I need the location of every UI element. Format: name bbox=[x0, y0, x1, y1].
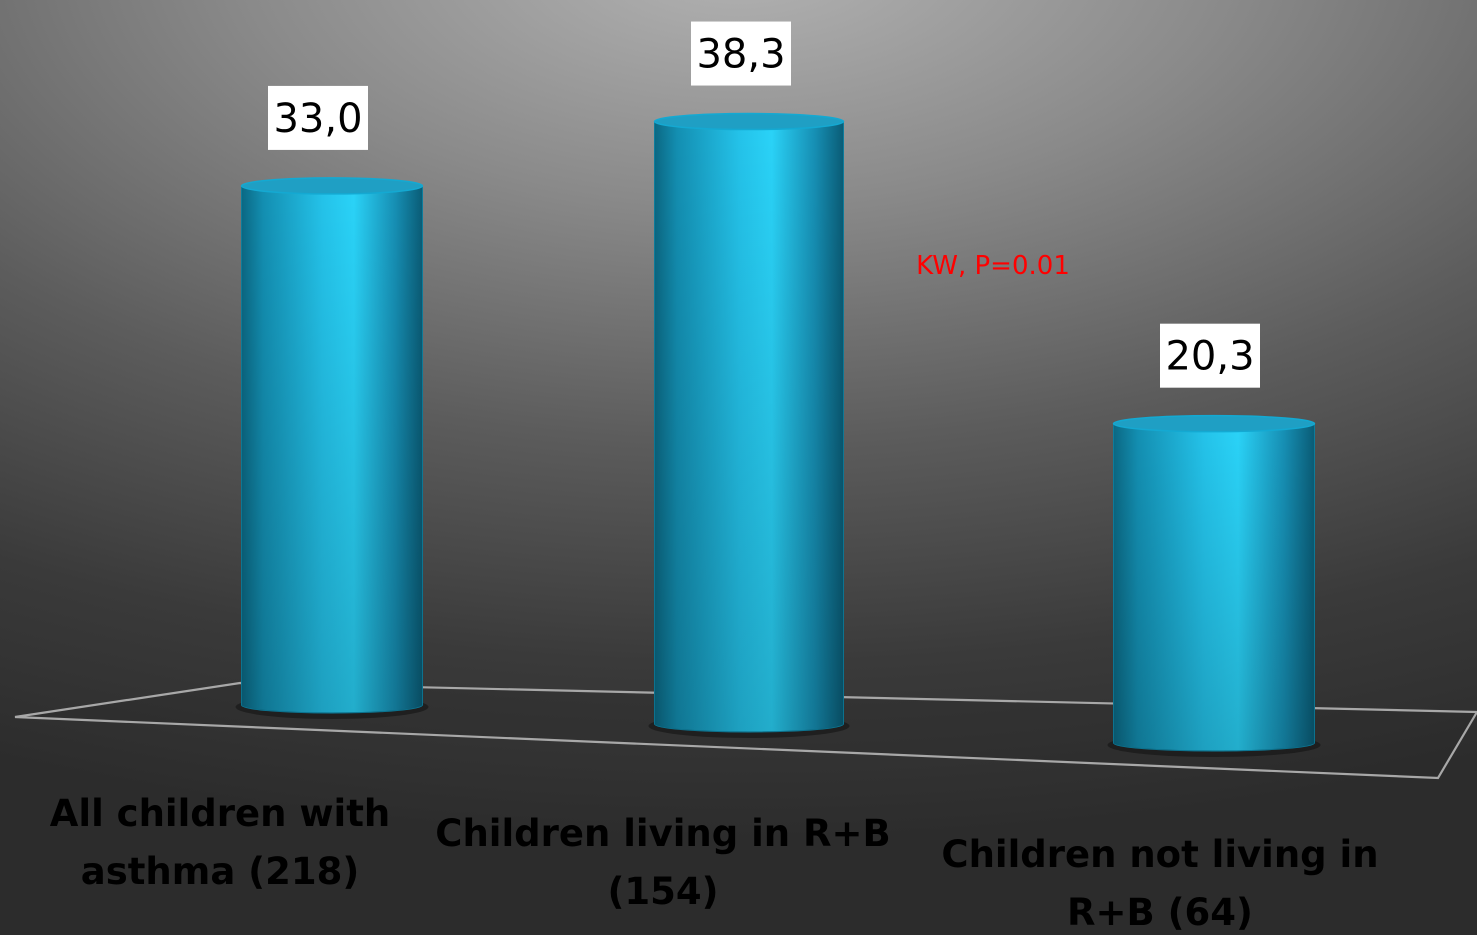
bar-top-cap bbox=[653, 112, 845, 131]
category-label-line: All children with bbox=[50, 792, 390, 835]
data-label-3: 20,3 bbox=[1160, 323, 1260, 388]
category-label-line: Children living in R+B bbox=[435, 812, 890, 855]
bar-top-cap bbox=[240, 177, 424, 195]
bar-depth-shade bbox=[654, 121, 844, 732]
category-labels-group: All children with asthma (218) Children li… bbox=[50, 792, 1379, 934]
data-label-text: 38,3 bbox=[696, 32, 785, 78]
data-label-1: 33,0 bbox=[268, 85, 368, 150]
category-label-line: Children not living in bbox=[941, 833, 1378, 876]
bar-3 bbox=[1107, 414, 1321, 757]
data-labels-group: 33,0 38,3 20,3 bbox=[268, 21, 1260, 388]
data-label-box bbox=[1160, 323, 1260, 388]
bars-group bbox=[235, 112, 1321, 757]
data-label-text: 20,3 bbox=[1165, 334, 1254, 380]
bar-1 bbox=[235, 177, 429, 719]
bar-top-cap bbox=[1112, 414, 1316, 433]
category-label-line: R+B (64) bbox=[1067, 891, 1253, 934]
data-label-box bbox=[268, 85, 368, 150]
category-label-3: Children not living in R+B (64) bbox=[941, 833, 1378, 934]
category-label-line: (154) bbox=[607, 870, 718, 913]
data-label-2: 38,3 bbox=[691, 21, 791, 86]
bar-2 bbox=[648, 112, 850, 738]
category-label-2: Children living in R+B (154) bbox=[435, 812, 890, 913]
bar-depth-shade bbox=[241, 185, 423, 713]
significance-annotation: KW, P=0.01 bbox=[916, 251, 1070, 281]
bar-depth-shade bbox=[1113, 423, 1315, 751]
data-label-text: 33,0 bbox=[273, 96, 362, 142]
data-label-box bbox=[691, 21, 791, 86]
category-label-1: All children with asthma (218) bbox=[50, 792, 390, 893]
category-label-line: asthma (218) bbox=[81, 850, 359, 893]
